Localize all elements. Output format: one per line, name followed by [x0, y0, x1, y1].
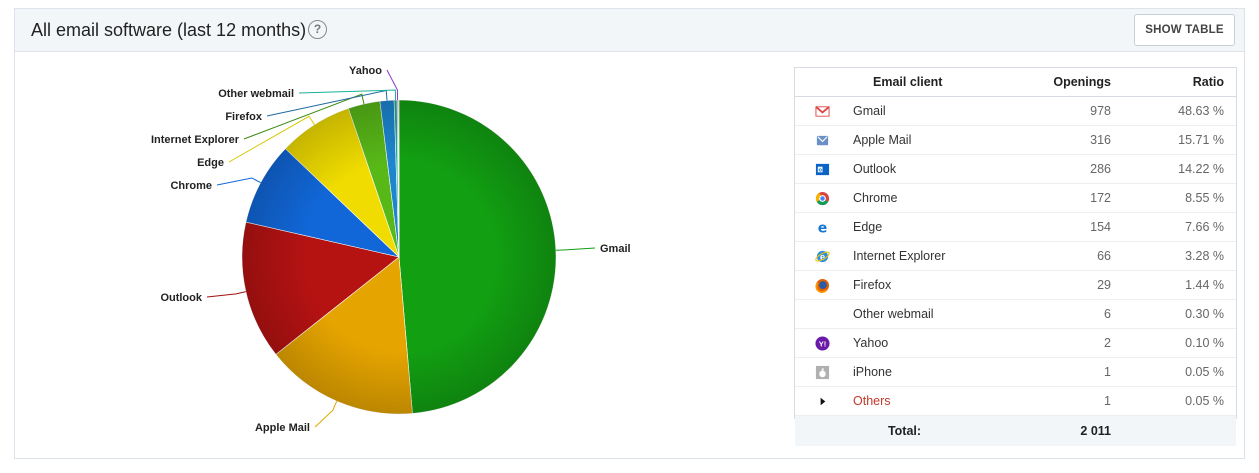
client-name: Gmail [849, 96, 960, 126]
pie-slice-gmail[interactable] [398, 99, 557, 414]
openings-value: 978 [960, 96, 1123, 126]
expand-arrow-icon[interactable] [815, 393, 830, 407]
client-name: iPhone [849, 357, 960, 387]
leader-line [216, 177, 261, 186]
chrome-icon [815, 190, 830, 205]
table-row: Apple Mail 316 15.71 % [795, 125, 1236, 155]
panel-title: All email software (last 12 months) [31, 20, 307, 40]
gmail-icon [814, 103, 830, 117]
table-header-row: Email client Openings Ratio [795, 68, 1236, 97]
pie-label: Outlook [160, 292, 202, 304]
ratio-value: 14.22 % [1123, 154, 1236, 184]
apple-mail-icon [815, 132, 830, 146]
iphone-icon [815, 364, 830, 379]
client-name: Outlook [849, 154, 960, 184]
ratio-value: 0.10 % [1123, 328, 1236, 358]
internet-explorer-icon: e [814, 248, 830, 262]
leader-line [314, 400, 338, 428]
pie-label: Gmail [600, 243, 631, 255]
client-name: Firefox [849, 270, 960, 300]
table-total-row: Total: 2 011 [795, 415, 1236, 446]
pie-label: Other webmail [218, 88, 294, 100]
outlook-icon: o [815, 161, 830, 175]
table-row[interactable]: Others 1 0.05 % [795, 386, 1236, 416]
openings-value: 154 [960, 212, 1123, 242]
yahoo-icon: Y! [814, 335, 830, 351]
openings-value: 2 [960, 328, 1123, 358]
openings-value: 6 [960, 299, 1123, 329]
openings-value: 172 [960, 183, 1123, 213]
openings-value: 316 [960, 125, 1123, 155]
client-name: Chrome [849, 183, 960, 213]
total-label: Total: [849, 415, 960, 446]
ratio-value: 1.44 % [1123, 270, 1236, 300]
table-row: Other webmail 6 0.30 % [795, 299, 1236, 329]
help-icon[interactable]: ? [308, 20, 327, 39]
leader-line [386, 69, 399, 101]
client-name: Edge [849, 212, 960, 242]
col-ratio[interactable]: Ratio [1123, 68, 1236, 97]
panel-header: All email software (last 12 months) ? SH… [15, 9, 1244, 52]
firefox-icon [814, 277, 830, 293]
ratio-value: 15.71 % [1123, 125, 1236, 155]
table-row: e Edge 154 7.66 % [795, 212, 1236, 242]
leader-line [555, 247, 596, 251]
client-name[interactable]: Others [849, 386, 960, 416]
openings-value: 29 [960, 270, 1123, 300]
svg-text:e: e [817, 220, 827, 234]
ratio-value: 0.05 % [1123, 386, 1236, 416]
ratio-value: 8.55 % [1123, 183, 1236, 213]
openings-value: 1 [960, 357, 1123, 387]
leader-line [243, 93, 365, 140]
leader-line [298, 89, 397, 101]
pie-label: Internet Explorer [151, 134, 240, 146]
show-table-button[interactable]: SHOW TABLE [1134, 14, 1235, 46]
svg-text:e: e [819, 251, 824, 261]
client-name: Yahoo [849, 328, 960, 358]
pie-label: Edge [197, 157, 224, 169]
leader-line [228, 115, 315, 163]
col-email-client[interactable]: Email client [849, 68, 960, 97]
openings-value: 286 [960, 154, 1123, 184]
table-row: iPhone 1 0.05 % [795, 357, 1236, 387]
pie-label: Yahoo [349, 65, 382, 77]
client-name: Internet Explorer [849, 241, 960, 271]
openings-value: 1 [960, 386, 1123, 416]
ratio-value: 0.05 % [1123, 357, 1236, 387]
leader-line [206, 291, 246, 298]
table-row: e Internet Explorer 66 3.28 % [795, 241, 1236, 271]
email-client-table: Email client Openings Ratio Gmail 978 48.6… [794, 67, 1237, 446]
ratio-value: 48.63 % [1123, 96, 1236, 126]
pie-label: Apple Mail [255, 422, 310, 434]
table-row: Chrome 172 8.55 % [795, 183, 1236, 213]
svg-text:o: o [818, 167, 822, 173]
svg-text:Y!: Y! [818, 339, 826, 348]
ratio-value: 7.66 % [1123, 212, 1236, 242]
openings-value: 66 [960, 241, 1123, 271]
pie-label: Firefox [225, 111, 263, 123]
ratio-value: 0.30 % [1123, 299, 1236, 329]
table-row: o Outlook 286 14.22 % [795, 154, 1236, 184]
ratio-value: 3.28 % [1123, 241, 1236, 271]
table-row: Gmail 978 48.63 % [795, 96, 1236, 126]
edge-icon: e [815, 219, 830, 234]
total-value: 2 011 [960, 415, 1123, 446]
client-name: Apple Mail [849, 125, 960, 155]
table-row: Firefox 29 1.44 % [795, 270, 1236, 300]
client-name: Other webmail [849, 299, 960, 329]
pie-label: Chrome [170, 180, 212, 192]
col-openings[interactable]: Openings [960, 68, 1123, 97]
table-row: Y! Yahoo 2 0.10 % [795, 328, 1236, 358]
